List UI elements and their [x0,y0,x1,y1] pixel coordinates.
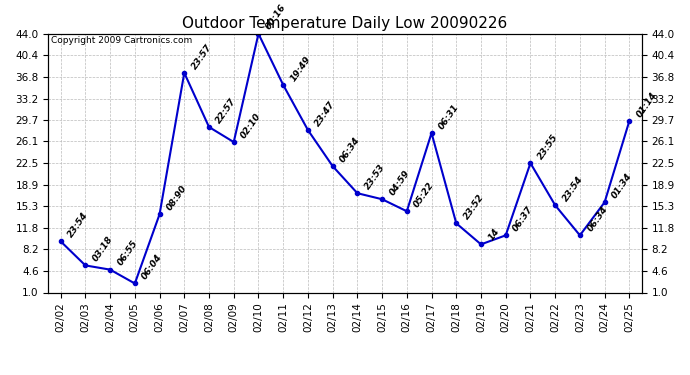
Text: 02:10: 02:10 [239,111,263,140]
Text: 23:54: 23:54 [66,211,90,239]
Text: 06:04: 06:04 [140,253,164,281]
Text: 22:57: 22:57 [215,96,238,125]
Text: 01:14: 01:14 [635,90,659,119]
Text: 23:54: 23:54 [561,174,584,203]
Text: 23:53: 23:53 [363,162,386,191]
Text: 08:90: 08:90 [165,183,189,212]
Text: 00:16: 00:16 [264,3,288,32]
Text: 05:22: 05:22 [413,180,436,209]
Title: Outdoor Temperature Daily Low 20090226: Outdoor Temperature Daily Low 20090226 [182,16,508,31]
Text: 23:57: 23:57 [190,42,214,71]
Text: 14: 14 [486,227,501,242]
Text: Copyright 2009 Cartronics.com: Copyright 2009 Cartronics.com [51,36,193,45]
Text: 06:31: 06:31 [437,102,461,131]
Text: 06:34: 06:34 [585,204,609,233]
Text: 01:34: 01:34 [610,171,634,200]
Text: 23:55: 23:55 [536,132,560,161]
Text: 23:47: 23:47 [313,99,337,128]
Text: 19:49: 19:49 [288,54,313,83]
Text: 06:55: 06:55 [116,239,139,267]
Text: 06:37: 06:37 [511,204,535,233]
Text: 23:52: 23:52 [462,192,486,221]
Text: 06:34: 06:34 [338,135,362,164]
Text: 03:18: 03:18 [91,235,115,263]
Text: 04:59: 04:59 [388,168,411,197]
